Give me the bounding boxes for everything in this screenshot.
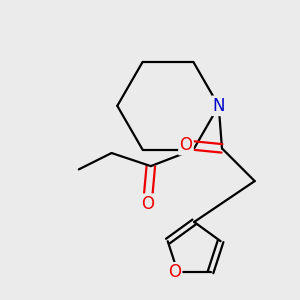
Text: N: N	[212, 97, 225, 115]
Text: O: O	[141, 195, 154, 213]
Text: O: O	[179, 136, 193, 154]
Text: O: O	[168, 263, 181, 281]
